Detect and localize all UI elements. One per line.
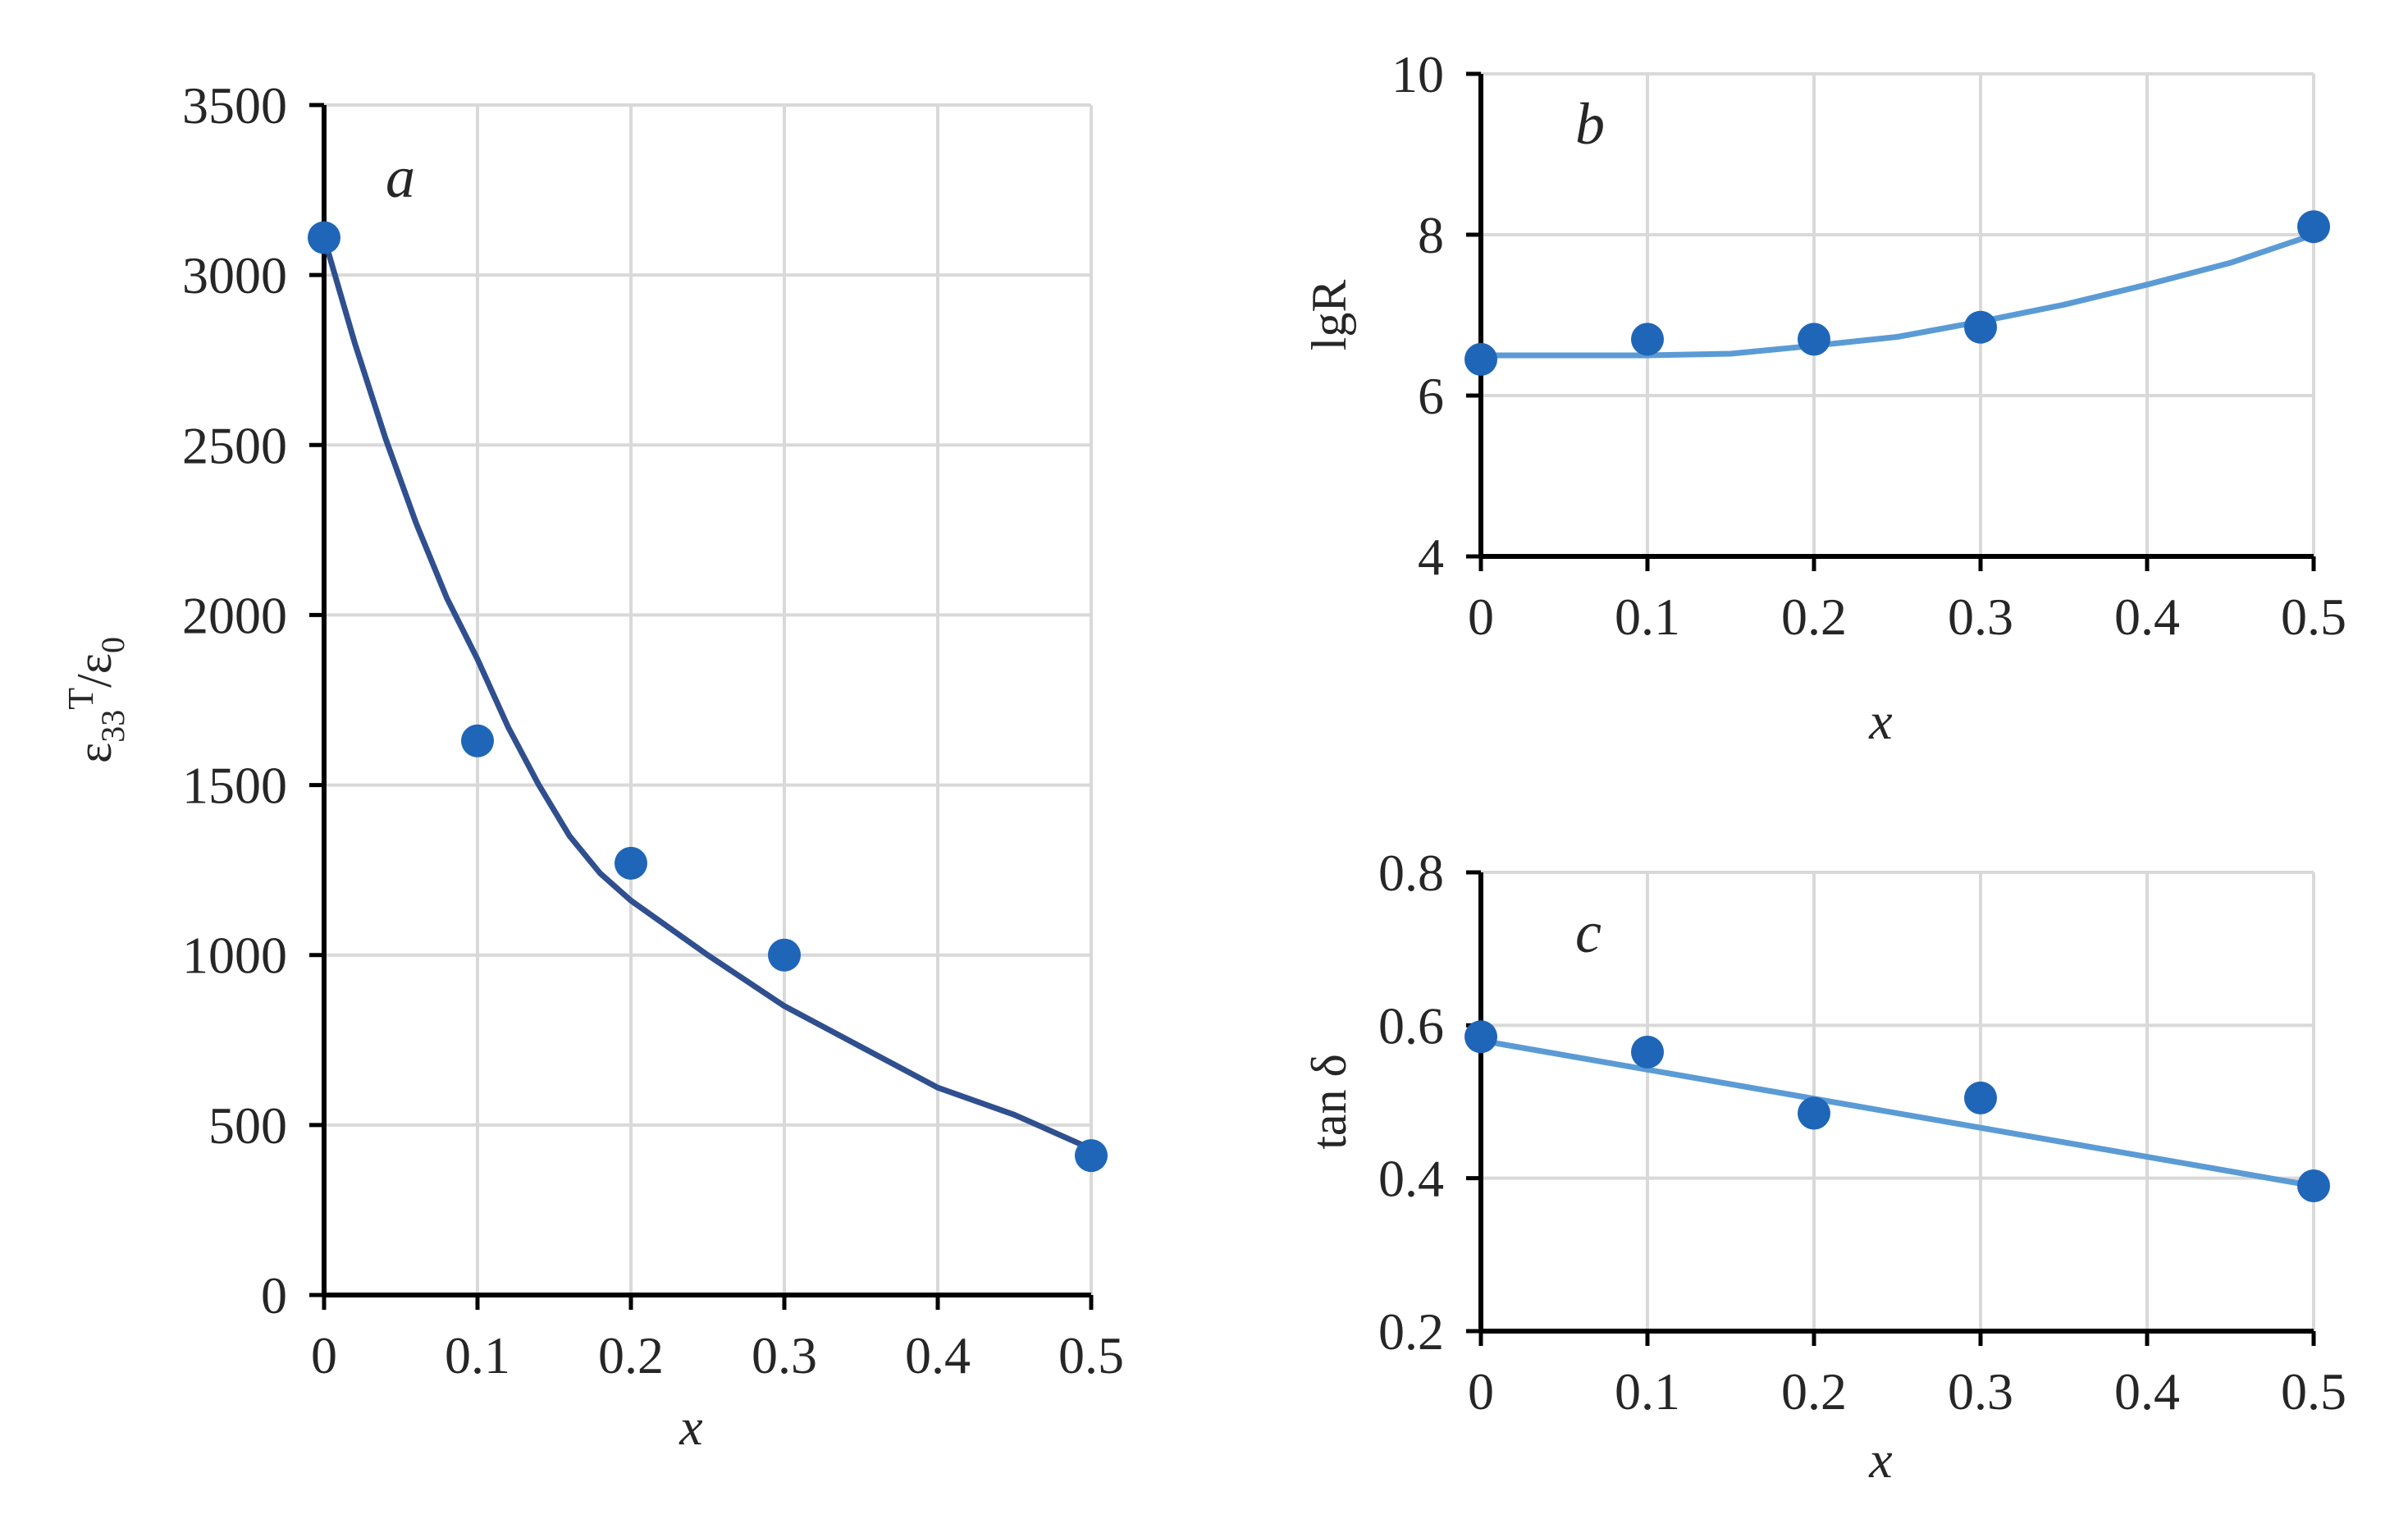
panel-letter: c [1575,899,1602,965]
data-point [461,724,494,757]
y-tick-label: 4 [1418,528,1444,586]
y-axis-label: tan δ [1302,1054,1356,1150]
data-point [1075,1139,1108,1173]
data-point [1464,1020,1497,1054]
x-tick-label: 0 [1468,588,1494,646]
data-point [2297,210,2330,244]
y-tick-label: 0.4 [1378,1150,1444,1208]
x-tick-label: 0.5 [1058,1326,1124,1384]
x-tick-label: 0.2 [598,1326,664,1384]
x-tick-label: 0.1 [1615,1362,1680,1421]
data-point [308,221,340,254]
y-tick-label: 3000 [182,246,287,304]
data-point [1464,342,1497,376]
x-tick-label: 0.4 [2114,1362,2180,1421]
data-point [1631,323,1664,356]
x-tick-label: 0.1 [445,1326,510,1384]
panel-c: 0 0.1 0.2 0.3 0.4 0.5 0.2 0.4 0.6 0.8 c x tan δ [1302,844,2346,1489]
x-tick-label: 0.3 [1948,1362,2013,1421]
y-tick-label: 0.2 [1378,1302,1444,1361]
fit-line [321,235,1094,1152]
data-point [768,938,801,972]
y-tick-label: 1500 [182,757,287,815]
y-tick-label: 6 [1418,367,1444,425]
panel-letter: b [1575,91,1605,157]
y-tick-label: 10 [1391,45,1444,103]
data-point [1798,323,1830,356]
x-axis-label: x [1868,1430,1892,1489]
x-tick-label: 0 [1468,1362,1494,1421]
fit-line [1478,231,2317,359]
data-point [1964,1081,1997,1114]
y-axis-label: ε33T/ε0 [61,637,131,763]
y-axis-label: lgR [1302,280,1356,351]
fit-line [1478,1037,2317,1189]
x-tick-label: 0.5 [2281,588,2346,646]
data-point [615,846,647,880]
y-tick-label: 2000 [182,586,287,644]
x-axis-label: x [1868,692,1892,750]
y-tick-label: 1000 [182,927,287,985]
x-tick-label: 0.5 [2281,1362,2346,1421]
x-axis-label: x [679,1398,702,1456]
y-tick-label: 8 [1418,206,1444,264]
x-tick-label: 0.1 [1615,588,1680,646]
panel-b: 0 0.1 0.2 0.3 0.4 0.5 4 6 8 10 b x lgR [1302,45,2346,750]
data-point [1798,1096,1830,1130]
y-tick-label: 0.6 [1378,996,1444,1055]
x-tick-label: 0.4 [2114,588,2180,646]
data-point [2297,1169,2330,1202]
x-tick-label: 0.2 [1781,588,1847,646]
x-tick-label: 0 [311,1326,337,1384]
panel-letter: a [386,144,415,210]
y-tick-label: 0.8 [1378,844,1444,902]
y-tick-label: 500 [208,1096,287,1155]
x-tick-label: 0.2 [1781,1362,1847,1421]
panel-a: 0 0.1 0.2 0.3 0.4 0.5 0 500 1000 1500 2000 2500 3000… [61,76,1124,1456]
x-tick-label: 0.3 [1948,588,2013,646]
y-tick-label: 0 [261,1266,287,1325]
data-point [1631,1035,1664,1069]
y-tick-label: 2500 [182,416,287,474]
x-tick-label: 0.4 [905,1326,971,1384]
y-tick-label: 3500 [182,76,287,135]
x-tick-label: 0.3 [752,1326,817,1384]
data-point [1964,310,1997,344]
